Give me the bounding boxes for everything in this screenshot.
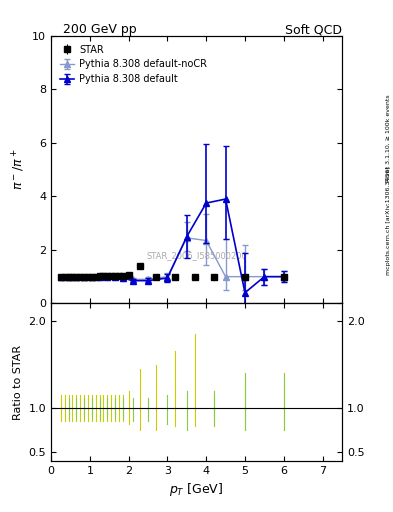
Text: STAR_2006_I585000200: STAR_2006_I585000200 (146, 251, 247, 260)
Text: mcplots.cern.ch [arXiv:1306.3436]: mcplots.cern.ch [arXiv:1306.3436] (386, 166, 391, 274)
Text: Rivet 3.1.10, ≥ 100k events: Rivet 3.1.10, ≥ 100k events (386, 94, 391, 182)
Text: 200 GeV pp: 200 GeV pp (63, 23, 136, 36)
Legend: STAR, Pythia 8.308 default-noCR, Pythia 8.308 default: STAR, Pythia 8.308 default-noCR, Pythia … (56, 40, 211, 88)
Y-axis label: Ratio to STAR: Ratio to STAR (13, 345, 23, 420)
X-axis label: $p_T$ [GeV]: $p_T$ [GeV] (169, 481, 224, 498)
Y-axis label: $\pi^- / \pi^+$: $\pi^- / \pi^+$ (10, 149, 27, 190)
Text: Soft QCD: Soft QCD (285, 23, 342, 36)
